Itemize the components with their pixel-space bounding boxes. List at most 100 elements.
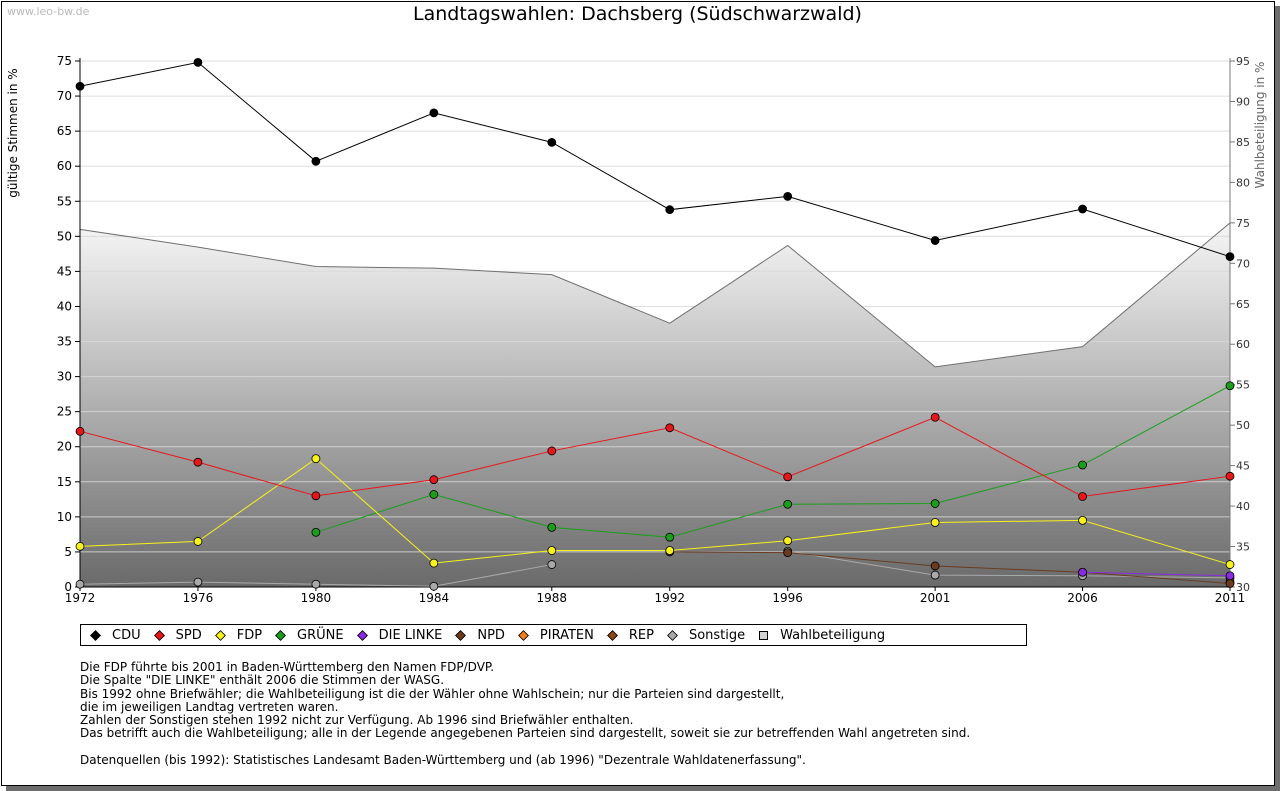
legend-label: Sonstige bbox=[688, 627, 746, 643]
y-tick-label: 45 bbox=[57, 264, 72, 278]
data-point-spd bbox=[1225, 471, 1235, 481]
legend-item: SPD bbox=[153, 627, 202, 643]
legend-label: SPD bbox=[175, 627, 202, 643]
turnout-line bbox=[79, 222, 1231, 368]
data-point-npd bbox=[1225, 579, 1235, 588]
data-point-cdu bbox=[930, 236, 940, 245]
diamond-icon bbox=[518, 629, 529, 641]
watermark: www.leo-bw.de bbox=[7, 5, 90, 18]
x-tick-label: 2001 bbox=[920, 591, 951, 605]
x-tick-label: 2006 bbox=[1067, 591, 1098, 605]
x-tick-label: 1992 bbox=[654, 591, 685, 605]
notes: Die FDP führte bis 2001 in Baden-Württem… bbox=[80, 660, 970, 741]
data-point-fdp bbox=[1225, 560, 1235, 569]
legend-item: NPD bbox=[455, 627, 505, 643]
legend-item: CDU bbox=[90, 627, 141, 643]
diamond-icon bbox=[153, 629, 165, 641]
data-point-cdu bbox=[311, 156, 321, 166]
x-tick-label: 1984 bbox=[419, 591, 450, 605]
frame-shadow-bottom bbox=[6, 786, 1280, 791]
y2-tick-label: 85 bbox=[1236, 136, 1250, 149]
data-point-sonstige bbox=[193, 577, 203, 587]
diamond-icon bbox=[667, 629, 678, 641]
data-point-cdu bbox=[783, 191, 793, 201]
frame-shadow-right bbox=[1275, 6, 1280, 790]
data-point-sonstige bbox=[311, 579, 321, 589]
data-point-gr-ne bbox=[429, 490, 439, 499]
data-point-cdu bbox=[193, 58, 203, 67]
y2-tick-label: 35 bbox=[1236, 541, 1250, 554]
y2-tick-label: 60 bbox=[1236, 338, 1250, 351]
data-point-spd bbox=[429, 475, 439, 485]
note-line: Zahlen der Sonstigen stehen 1992 nicht z… bbox=[80, 713, 634, 728]
note-line: Bis 1992 ohne Briefwähler; die Wahlbetei… bbox=[80, 686, 785, 701]
data-point-gr-ne bbox=[665, 532, 675, 542]
data-point-spd bbox=[75, 426, 85, 436]
data-point-sonstige bbox=[75, 579, 85, 589]
turnout-area bbox=[80, 222, 1230, 587]
y2-axis-label: Wahlbeteiligung in % bbox=[1253, 62, 1267, 189]
y-tick-label: 70 bbox=[57, 89, 72, 103]
x-tick-label: 2011 bbox=[1215, 591, 1246, 605]
y-tick-label: 30 bbox=[57, 370, 72, 384]
square-icon bbox=[759, 630, 769, 640]
data-point-fdp bbox=[547, 546, 557, 555]
y-tick-label: 50 bbox=[57, 229, 72, 243]
legend-label: REP bbox=[628, 627, 654, 643]
legend-item: Sonstige bbox=[667, 627, 746, 643]
data-point-cdu bbox=[547, 137, 557, 147]
data-point-spd bbox=[547, 446, 557, 456]
data-point-gr-ne bbox=[930, 499, 940, 508]
legend-label: GRÜNE bbox=[297, 627, 344, 643]
legend-label: FDP bbox=[236, 627, 263, 643]
series-line-cdu bbox=[79, 61, 1231, 258]
data-point-gr-ne bbox=[311, 527, 321, 537]
y-tick-label: 25 bbox=[57, 405, 72, 419]
diamond-icon bbox=[455, 629, 467, 641]
y2-tick-label: 95 bbox=[1236, 55, 1250, 68]
y2-tick-label: 30 bbox=[1236, 581, 1250, 594]
data-point-cdu bbox=[429, 108, 439, 118]
data-point-cdu bbox=[75, 81, 85, 91]
y-tick-label: 35 bbox=[57, 335, 72, 349]
data-point-fdp bbox=[1078, 515, 1087, 525]
legend-label: NPD bbox=[477, 627, 505, 643]
data-point-gr-ne bbox=[1078, 460, 1087, 470]
data-point-cdu bbox=[1078, 204, 1087, 214]
data-point-fdp bbox=[665, 546, 675, 555]
data-point-spd bbox=[1078, 492, 1087, 501]
y-tick-label: 20 bbox=[57, 440, 72, 454]
y2-tick-label: 40 bbox=[1236, 500, 1250, 513]
data-point-spd bbox=[783, 472, 793, 482]
legend-label: DIE LINKE bbox=[378, 627, 443, 643]
legend-item: REP bbox=[606, 627, 654, 643]
chart-svg: 0 5 10 15 20 25 30 35 40 45 50 55 60 65 70 75 30 35 40 45 50… bbox=[6, 54, 1267, 605]
x-tick-label: 1988 bbox=[537, 591, 568, 605]
data-point-sonstige bbox=[930, 570, 940, 580]
data-point-sonstige bbox=[429, 581, 439, 591]
legend: CDU SPD FDP GRÜNE DIE LINKE NPD PIRATEN REP Sons… bbox=[80, 624, 1027, 646]
data-point-gr-ne bbox=[547, 522, 557, 532]
y-axis-label: gültige Stimmen in % bbox=[6, 68, 20, 197]
data-point-sonstige bbox=[547, 560, 557, 569]
y-tick-label: 55 bbox=[57, 194, 72, 208]
legend-label: CDU bbox=[112, 627, 141, 643]
series-line-sonstige bbox=[787, 550, 1231, 579]
data-point-gr-ne bbox=[783, 499, 793, 509]
y2-tick-label: 90 bbox=[1236, 95, 1250, 108]
diamond-icon bbox=[214, 629, 226, 641]
y-tick-label: 40 bbox=[57, 299, 72, 313]
series-line-fdp bbox=[79, 458, 1231, 566]
data-point-spd bbox=[193, 457, 203, 467]
x-tick-label: 1972 bbox=[65, 591, 96, 605]
series-line-die-linke bbox=[1082, 571, 1231, 577]
x-tick-label: 1976 bbox=[183, 591, 214, 605]
y2-tick-label: 75 bbox=[1236, 217, 1250, 230]
source-note: Datenquellen (bis 1992): Statistisches L… bbox=[80, 753, 806, 767]
x-tick-label: 1996 bbox=[772, 591, 803, 605]
series-line-gr-ne bbox=[315, 385, 1231, 538]
note-line: Die Spalte "DIE LINKE" enthält 2006 die … bbox=[80, 673, 445, 688]
y2-tick-label: 65 bbox=[1236, 298, 1250, 311]
legend-item: GRÜNE bbox=[275, 627, 344, 643]
data-point-fdp bbox=[783, 536, 793, 546]
